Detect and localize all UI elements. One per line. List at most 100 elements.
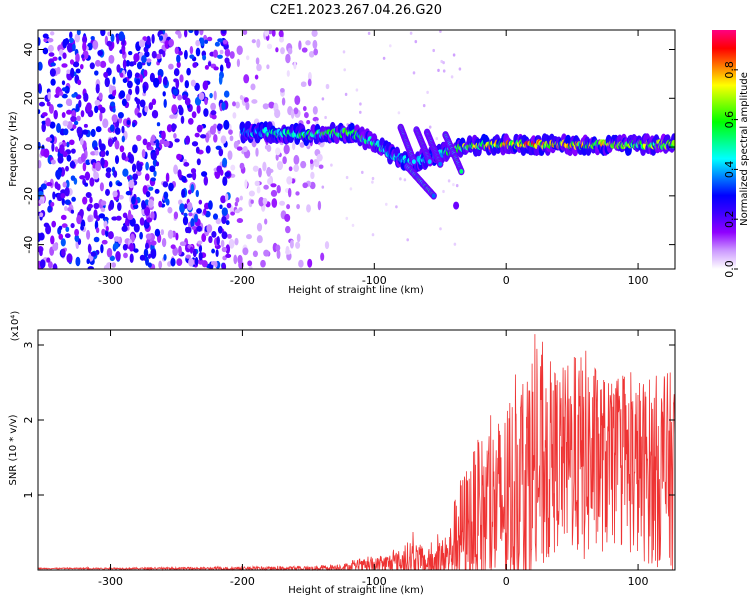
spectrogram-cell xyxy=(75,106,80,112)
spectrogram-cell xyxy=(112,190,118,198)
spectrogram-cell xyxy=(64,38,70,45)
y-tick-label: 0 xyxy=(22,144,35,151)
spectrogram-cell xyxy=(195,146,200,154)
x-tick-label: -300 xyxy=(98,274,123,287)
spectrogram-cell xyxy=(220,195,227,204)
spectrogram-cell xyxy=(47,37,54,43)
spectrogram-cell xyxy=(279,36,284,43)
spectrogram-cell xyxy=(99,60,107,69)
spectrogram-cell xyxy=(281,97,286,106)
colorbar-label: Normalized spectral amplitude xyxy=(739,72,750,226)
spectrogram-cell xyxy=(99,111,103,122)
spectrogram-cell xyxy=(103,71,109,78)
spectrogram-cell xyxy=(38,199,44,205)
spectrogram-cell xyxy=(181,175,187,183)
spectrogram-cell xyxy=(199,134,207,139)
spectrogram-cell xyxy=(94,59,101,67)
spectrogram-cell xyxy=(320,252,325,262)
spectrogram-cell xyxy=(115,251,121,261)
spectrogram-cell xyxy=(220,239,225,248)
spectrogram-cell xyxy=(282,156,287,165)
spectrogram-cell xyxy=(110,33,115,43)
spectrogram-cell xyxy=(50,31,55,36)
spectrogram-cell xyxy=(121,47,126,56)
spectrogram-cell xyxy=(223,119,230,130)
spectrogram-cell xyxy=(182,216,189,226)
spectrogram-cell xyxy=(256,63,262,72)
spectrogram-cell xyxy=(172,88,179,96)
spectrogram-cell xyxy=(115,215,122,221)
spectrogram-cell xyxy=(228,129,233,135)
spectrogram-cell xyxy=(139,231,143,240)
spectrogram-cell xyxy=(254,74,259,80)
spectrogram-cell xyxy=(74,234,80,242)
spectrogram-cell xyxy=(128,88,133,96)
spectrogram-cell xyxy=(100,200,107,206)
spectrogram-cell xyxy=(84,182,89,187)
spectrogram-cell xyxy=(286,70,290,77)
spectrogram-cell xyxy=(148,199,154,208)
spectrogram-cell xyxy=(65,165,69,172)
spectrogram-cell xyxy=(66,69,71,75)
spectrogram-cell xyxy=(151,98,157,106)
spectrogram-cell xyxy=(87,203,93,209)
snr-x-label: Height of straight line (km) xyxy=(288,585,424,596)
spectrogram-cell xyxy=(171,123,177,130)
spectrogram-cell xyxy=(121,125,125,134)
spectrogram-cell xyxy=(126,80,133,89)
spectrogram-cell xyxy=(81,54,85,59)
spectrogram-cell xyxy=(163,191,169,200)
spectrogram-cell xyxy=(263,249,270,257)
spectrogram-cell xyxy=(226,202,232,209)
spectrogram-cell xyxy=(298,259,304,268)
spectrogram-cell xyxy=(208,200,213,210)
spectrogram-cell xyxy=(65,98,73,106)
spectrogram-cell xyxy=(80,225,85,231)
spectrogram-cell xyxy=(216,236,220,246)
spectrogram-cell xyxy=(113,242,119,250)
spectrogram-cell xyxy=(122,77,128,84)
spectrogram-cell xyxy=(435,137,439,141)
spectrogram-cell xyxy=(145,242,149,250)
spectrogram-cell xyxy=(252,250,258,258)
spectrogram-cell xyxy=(101,239,108,245)
spectrogram-cell xyxy=(149,165,156,173)
spectrogram-cell xyxy=(220,135,227,144)
spectrogram-cell xyxy=(197,240,203,245)
spectrogram-cell xyxy=(192,170,197,181)
spectrogram-cell xyxy=(70,175,76,181)
spectrogram-cell xyxy=(60,192,66,199)
spectrogram-cell xyxy=(243,97,249,103)
spectrogram-cell xyxy=(304,111,309,119)
spectrogram-cell xyxy=(138,39,146,48)
spectrogram-cell xyxy=(186,173,193,178)
spectrogram-cell xyxy=(122,243,128,251)
colorbar-ticks: 0.0 0.2 0.4 0.6 0.8 xyxy=(723,61,738,278)
spectrogram-cell xyxy=(203,208,207,215)
spectrogram-cell xyxy=(296,204,300,210)
spectrogram-cell xyxy=(64,187,70,197)
spectrogram-cell xyxy=(283,144,290,155)
spectrogram-cell xyxy=(148,186,154,191)
spectrogram-cell xyxy=(165,198,170,206)
snr-panel: -300 -200 -100 0 100 1 2 3 Height of straight … xyxy=(8,311,676,596)
spectrogram-cell xyxy=(194,132,200,138)
spectrogram-cell xyxy=(190,183,195,194)
spectrogram-cell xyxy=(308,50,315,58)
spectrogram-cell xyxy=(239,162,245,170)
spectrogram-cell xyxy=(123,252,128,259)
spectrogram-cell xyxy=(102,118,109,129)
spectrogram-cell xyxy=(312,116,319,122)
spectrogram-cell xyxy=(139,74,144,83)
spectrogram-cell xyxy=(344,92,348,96)
spectrogram-cell xyxy=(248,190,255,197)
spectrogram-cell xyxy=(66,141,70,148)
colorbar-tick-label: 0.4 xyxy=(723,161,736,179)
y-tick-label: 40 xyxy=(22,43,35,57)
spectrogram-cell xyxy=(213,90,217,101)
spectrogram-cell xyxy=(289,239,294,249)
spectrogram-cell xyxy=(85,191,92,199)
spectrogram-cell xyxy=(242,30,248,35)
spectrogram-cell xyxy=(236,45,243,56)
spectrogram-cell xyxy=(122,168,129,177)
